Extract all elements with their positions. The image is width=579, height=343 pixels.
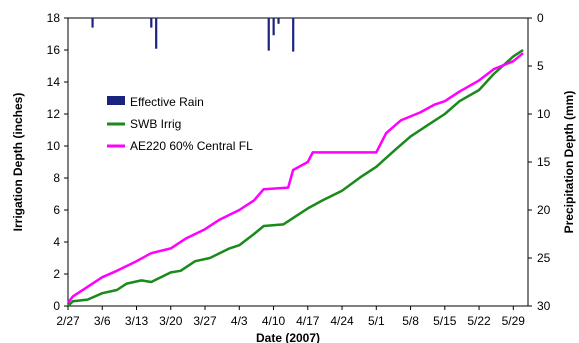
x-tick-label: 5/22: [467, 314, 491, 328]
x-tick-label: 2/27: [56, 314, 80, 328]
legend-label-swb-irrig: SWB Irrig: [130, 117, 181, 131]
y2-axis-title: Precipitation Depth (mm): [562, 91, 576, 234]
x-tick-label: 5/1: [368, 314, 385, 328]
y-tick-label: 14: [47, 75, 61, 89]
x-tick-label: 3/6: [94, 314, 111, 328]
rain-bar: [155, 18, 157, 49]
rain-bar: [91, 18, 93, 28]
y-tick-label: 10: [47, 139, 61, 153]
x-tick-label: 5/29: [502, 314, 526, 328]
y2-tick-label: 5: [537, 59, 544, 73]
y2-tick-label: 30: [537, 299, 551, 313]
y-tick-label: 12: [47, 107, 61, 121]
plot-border: [68, 18, 528, 306]
y-axis-title: Irrigation Depth (inches): [11, 93, 25, 232]
y-tick-label: 0: [53, 299, 60, 313]
series-line-ae220: [68, 53, 523, 303]
x-tick-label: 3/27: [193, 314, 217, 328]
x-tick-label: 4/24: [330, 314, 354, 328]
y2-tick-label: 0: [537, 11, 544, 25]
rain-bar: [150, 18, 152, 28]
x-axis-ticks: 2/27 3/6 3/13 3/20 3/27 4/3 4/10 4/17 4/24 5/1 5/8…: [56, 306, 525, 328]
y2-tick-label: 10: [537, 107, 551, 121]
rain-bar: [273, 18, 275, 35]
rain-bar: [292, 18, 294, 52]
y-tick-label: 6: [53, 203, 60, 217]
y-tick-label: 16: [47, 43, 61, 57]
rain-bar: [268, 18, 270, 51]
y-tick-label: 2: [53, 267, 60, 281]
y-tick-label: 4: [53, 235, 60, 249]
x-tick-label: 5/15: [433, 314, 457, 328]
y2-tick-label: 15: [537, 155, 551, 169]
y2-axis-ticks: 0 5 10 15 20 25 30: [528, 11, 551, 313]
series-lines: [68, 50, 523, 306]
rain-bars: [91, 18, 294, 52]
series-line-swb-irrig: [68, 50, 523, 306]
y-tick-label: 8: [53, 171, 60, 185]
legend: Effective Rain SWB Irrig AE220 60% Centr…: [107, 95, 253, 153]
y2-tick-label: 20: [537, 203, 551, 217]
x-axis-title: Date (2007): [256, 331, 320, 343]
x-tick-label: 3/13: [125, 314, 149, 328]
x-tick-label: 4/17: [296, 314, 320, 328]
legend-swatch-effective-rain: [107, 96, 125, 105]
y2-tick-label: 25: [537, 251, 551, 265]
x-tick-label: 3/20: [159, 314, 183, 328]
x-tick-label: 5/8: [402, 314, 419, 328]
y-tick-label: 18: [47, 11, 61, 25]
legend-label-ae220: AE220 60% Central FL: [130, 139, 253, 153]
y-axis-ticks: 0 2 4 6 8 10 12 14 16 18: [47, 11, 68, 313]
x-tick-label: 4/3: [231, 314, 248, 328]
legend-label-effective-rain: Effective Rain: [130, 95, 204, 109]
plot-frame: [68, 18, 528, 306]
rain-bar: [277, 18, 279, 24]
x-tick-label: 4/10: [262, 314, 286, 328]
